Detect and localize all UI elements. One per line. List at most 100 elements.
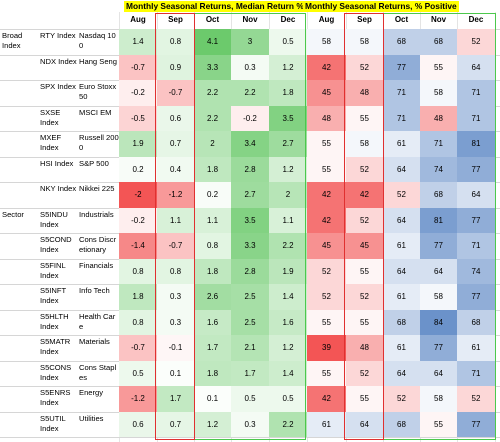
positive-cell: 74 [420, 156, 457, 182]
median-cell: 2 [194, 131, 231, 157]
median-cell: 2.2 [194, 105, 231, 131]
median-cell: 0.8 [157, 29, 194, 55]
median-cell: 3.3 [194, 54, 231, 80]
positive-cell: 52 [346, 360, 383, 386]
positive-cell: 55 [420, 411, 457, 437]
positive-cell: 64 [420, 258, 457, 284]
median-cell: -0.7 [157, 233, 194, 259]
positive-cell: 64 [420, 360, 457, 386]
median-month-header: Oct [205, 15, 220, 24]
median-cell: 0.7 [157, 411, 194, 437]
positive-cell: 61 [383, 131, 420, 157]
median-cell: 1.9 [269, 258, 307, 284]
positive-cell: 81 [420, 207, 457, 233]
positive-cell: 64 [383, 360, 420, 386]
median-cell: 4.1 [194, 29, 231, 55]
median-cell: -0.2 [119, 207, 157, 233]
row-name: Nasdaq 100 [79, 31, 116, 50]
positive-cell: 55 [346, 105, 383, 131]
median-cell: 0.3 [231, 54, 269, 80]
positive-cell: 61 [307, 411, 346, 437]
positive-cell: 58 [346, 29, 383, 55]
positive-cell: 48 [307, 105, 346, 131]
positive-cell: 48 [346, 335, 383, 361]
row-name: Nikkei 225 [79, 184, 115, 193]
median-cell: -1.4 [119, 233, 157, 259]
median-cell: 1.8 [194, 156, 231, 182]
positive-month-header: Dec [468, 15, 484, 24]
median-cell: 0.6 [157, 105, 194, 131]
row-name: Info Tech [79, 286, 110, 295]
median-cell: 0.5 [119, 360, 157, 386]
positive-cell: 52 [346, 54, 383, 80]
median-cell: -0.7 [119, 54, 157, 80]
median-cell: 2.5 [231, 309, 269, 335]
positive-cell: 55 [346, 309, 383, 335]
positive-cell: 42 [307, 54, 346, 80]
positive-cell: 52 [346, 284, 383, 310]
median-cell: 1.4 [269, 360, 307, 386]
positive-cell: 52 [307, 284, 346, 310]
row-ticker: S5ENRS Index [40, 388, 71, 407]
positive-cell: 52 [457, 386, 495, 412]
median-cell: 1.1 [194, 207, 231, 233]
positive-cell: 52 [346, 207, 383, 233]
median-cell: 0.3 [157, 284, 194, 310]
median-cell: 1.2 [269, 54, 307, 80]
median-returns-title: Monthly Seasonal Returns, Median Return … [124, 1, 306, 12]
median-cell: 2.8 [231, 156, 269, 182]
positive-cell: 77 [457, 411, 495, 437]
positive-cell: 45 [346, 233, 383, 259]
positive-cell: 39 [307, 335, 346, 361]
median-cell: -1.2 [157, 182, 194, 208]
positive-cell: 48 [346, 80, 383, 106]
positive-cell: 77 [457, 156, 495, 182]
positive-cell: 52 [383, 182, 420, 208]
median-cell: 1.1 [269, 207, 307, 233]
row-ticker: S5FINL Index [40, 260, 66, 280]
positive-cell: 52 [346, 156, 383, 182]
median-cell: 1.8 [194, 258, 231, 284]
positive-cell: 52 [383, 386, 420, 412]
median-cell: 1.2 [269, 335, 307, 361]
positive-cell: 64 [383, 258, 420, 284]
positive-cell: 68 [420, 182, 457, 208]
positive-cell: 71 [457, 80, 495, 106]
positive-cell: 64 [346, 411, 383, 437]
positive-cell: 81 [457, 131, 495, 157]
median-cell: 1.7 [231, 360, 269, 386]
row-ticker: S5INFT Index [40, 286, 67, 305]
median-cell: -0.1 [157, 335, 194, 361]
positive-cell: 55 [307, 309, 346, 335]
row-ticker: SPX Index [40, 82, 76, 91]
positive-cell: 77 [457, 284, 495, 310]
positive-cell: 55 [307, 131, 346, 157]
median-cell: 0.1 [194, 386, 231, 412]
row-name: Utilities [79, 413, 104, 423]
positive-cell: 45 [307, 80, 346, 106]
positive-cell: 58 [420, 80, 457, 106]
median-cell: 1.2 [194, 411, 231, 437]
median-cell: 2.7 [231, 182, 269, 208]
positive-cell: 71 [457, 233, 495, 259]
row-ticker: NKY Index [40, 184, 77, 193]
median-cell: -0.5 [119, 105, 157, 131]
row-ticker: HSI Index [40, 158, 74, 168]
positive-cell: 71 [457, 105, 495, 131]
median-cell: 1.8 [269, 80, 307, 106]
positive-cell: 68 [383, 29, 420, 55]
positive-cell: 77 [457, 207, 495, 233]
median-cell: 0.3 [157, 309, 194, 335]
median-cell: 1.2 [269, 156, 307, 182]
median-cell: 1.4 [269, 284, 307, 310]
median-cell: 2.8 [231, 258, 269, 284]
positive-cell: 77 [420, 233, 457, 259]
median-cell: 0.9 [157, 54, 194, 80]
positive-cell: 55 [346, 258, 383, 284]
row-ticker: NDX Index [40, 56, 77, 66]
positive-cell: 71 [383, 105, 420, 131]
row-name: Materials [79, 337, 110, 346]
median-cell: -0.2 [231, 105, 269, 131]
positive-cell: 42 [346, 182, 383, 208]
median-cell: -2 [119, 182, 157, 208]
